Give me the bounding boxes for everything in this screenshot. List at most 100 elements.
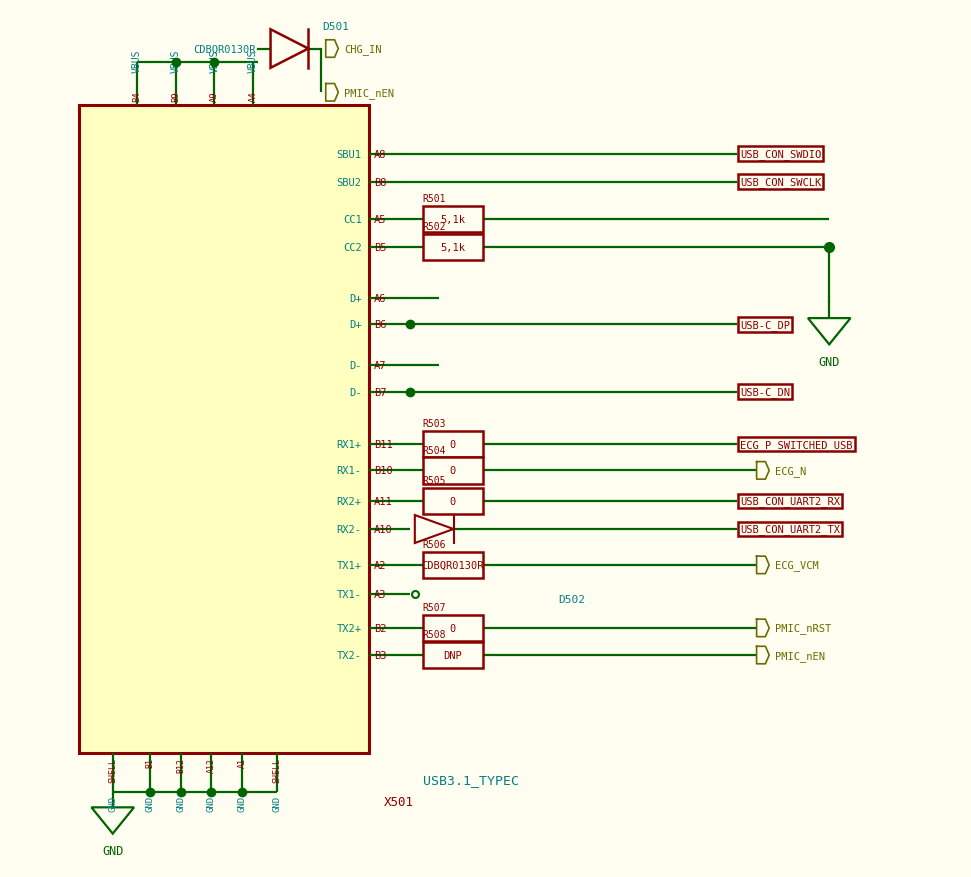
FancyBboxPatch shape: [422, 553, 483, 578]
Text: R503: R503: [422, 419, 446, 429]
Text: PMIC_nEN: PMIC_nEN: [344, 88, 394, 98]
Text: TX1-: TX1-: [337, 589, 361, 599]
FancyBboxPatch shape: [79, 106, 369, 753]
Text: SBU1: SBU1: [337, 149, 361, 160]
Text: SHELL: SHELL: [273, 758, 282, 782]
Text: ECG_P_SWITCHED_USB: ECG_P_SWITCHED_USB: [740, 439, 853, 450]
Text: PMIC_nRST: PMIC_nRST: [775, 623, 831, 634]
Text: DNP: DNP: [443, 651, 462, 660]
Text: VBUS: VBUS: [249, 50, 258, 73]
Text: A5: A5: [374, 215, 386, 225]
FancyBboxPatch shape: [422, 458, 483, 484]
Text: VBUS: VBUS: [171, 50, 181, 73]
FancyBboxPatch shape: [422, 235, 483, 261]
Polygon shape: [415, 516, 453, 544]
Text: TX2+: TX2+: [337, 624, 361, 633]
Text: 0: 0: [450, 624, 455, 633]
Text: 5,1k: 5,1k: [440, 243, 465, 253]
Text: RX2+: RX2+: [337, 496, 361, 506]
Text: A1: A1: [238, 758, 247, 767]
Text: R506: R506: [422, 539, 446, 550]
Text: USB_CON_SWDIO: USB_CON_SWDIO: [740, 149, 821, 160]
Text: R505: R505: [422, 475, 446, 486]
FancyBboxPatch shape: [422, 207, 483, 233]
Text: D502: D502: [558, 595, 586, 604]
FancyBboxPatch shape: [422, 615, 483, 641]
Text: A7: A7: [374, 361, 386, 371]
Text: GND: GND: [176, 795, 185, 811]
Text: A2: A2: [374, 560, 386, 570]
Text: B1: B1: [145, 758, 154, 767]
Text: R501: R501: [422, 194, 446, 204]
Text: USB_CON_UART2_TX: USB_CON_UART2_TX: [740, 524, 840, 535]
Polygon shape: [91, 808, 134, 834]
Text: B11: B11: [374, 439, 393, 450]
Text: B2: B2: [374, 624, 386, 633]
Text: PMIC_nEN: PMIC_nEN: [775, 650, 825, 660]
Text: CC2: CC2: [343, 243, 361, 253]
Text: CDBQR0130R: CDBQR0130R: [193, 45, 256, 54]
Text: VBUS: VBUS: [132, 50, 142, 73]
Text: D-: D-: [349, 361, 361, 371]
Text: X501: X501: [384, 795, 414, 808]
Text: B8: B8: [374, 177, 386, 188]
Text: B7: B7: [374, 387, 386, 397]
Text: A9: A9: [210, 91, 218, 102]
Text: GND: GND: [145, 795, 154, 811]
Text: A3: A3: [374, 589, 386, 599]
Text: A8: A8: [374, 149, 386, 160]
Polygon shape: [271, 30, 309, 68]
Text: GND: GND: [108, 795, 117, 811]
Text: B4: B4: [132, 91, 142, 102]
FancyBboxPatch shape: [422, 642, 483, 668]
Text: D+: D+: [349, 320, 361, 330]
FancyBboxPatch shape: [422, 488, 483, 515]
Text: RX1-: RX1-: [337, 466, 361, 476]
Text: A10: A10: [374, 524, 393, 534]
Text: USB3.1_TYPEC: USB3.1_TYPEC: [422, 773, 519, 786]
Text: 5,1k: 5,1k: [440, 215, 465, 225]
Text: B3: B3: [374, 651, 386, 660]
Text: TX2-: TX2-: [337, 651, 361, 660]
Text: 0: 0: [450, 466, 455, 476]
Text: B10: B10: [374, 466, 393, 476]
Text: B5: B5: [374, 243, 386, 253]
Text: D+: D+: [349, 294, 361, 303]
Text: VBUS: VBUS: [210, 50, 219, 73]
Text: CDBQR0130R: CDBQR0130R: [421, 560, 484, 570]
Text: B12: B12: [176, 758, 185, 773]
Text: 0: 0: [450, 496, 455, 506]
FancyBboxPatch shape: [422, 431, 483, 458]
Text: A11: A11: [374, 496, 393, 506]
Text: 0: 0: [450, 439, 455, 450]
Text: B6: B6: [374, 320, 386, 330]
Text: R504: R504: [422, 446, 446, 455]
Text: TX1+: TX1+: [337, 560, 361, 570]
Text: USB-C_DP: USB-C_DP: [740, 319, 790, 331]
Text: USB-C_DN: USB-C_DN: [740, 387, 790, 397]
Text: ECG_N: ECG_N: [775, 466, 806, 476]
Text: ECG_VCM: ECG_VCM: [775, 560, 819, 571]
Text: A12: A12: [207, 758, 216, 773]
Text: R507: R507: [422, 602, 446, 612]
Text: RX2-: RX2-: [337, 524, 361, 534]
Text: D-: D-: [349, 387, 361, 397]
Text: USB_CON_UART2_RX: USB_CON_UART2_RX: [740, 496, 840, 507]
Text: GND: GND: [238, 795, 247, 811]
Text: R508: R508: [422, 630, 446, 639]
Text: D501: D501: [322, 22, 349, 32]
Text: SBU2: SBU2: [337, 177, 361, 188]
Polygon shape: [808, 318, 851, 345]
Text: RX1+: RX1+: [337, 439, 361, 450]
Text: B9: B9: [171, 91, 181, 102]
Text: CC1: CC1: [343, 215, 361, 225]
Text: CHG_IN: CHG_IN: [344, 44, 382, 55]
Text: USB_CON_SWCLK: USB_CON_SWCLK: [740, 177, 821, 188]
Text: A6: A6: [374, 294, 386, 303]
Text: R502: R502: [422, 222, 446, 232]
Text: GND: GND: [819, 355, 840, 368]
Text: GND: GND: [207, 795, 216, 811]
Text: SHELL: SHELL: [108, 758, 117, 782]
Text: A4: A4: [249, 91, 257, 102]
Text: GND: GND: [102, 845, 123, 857]
